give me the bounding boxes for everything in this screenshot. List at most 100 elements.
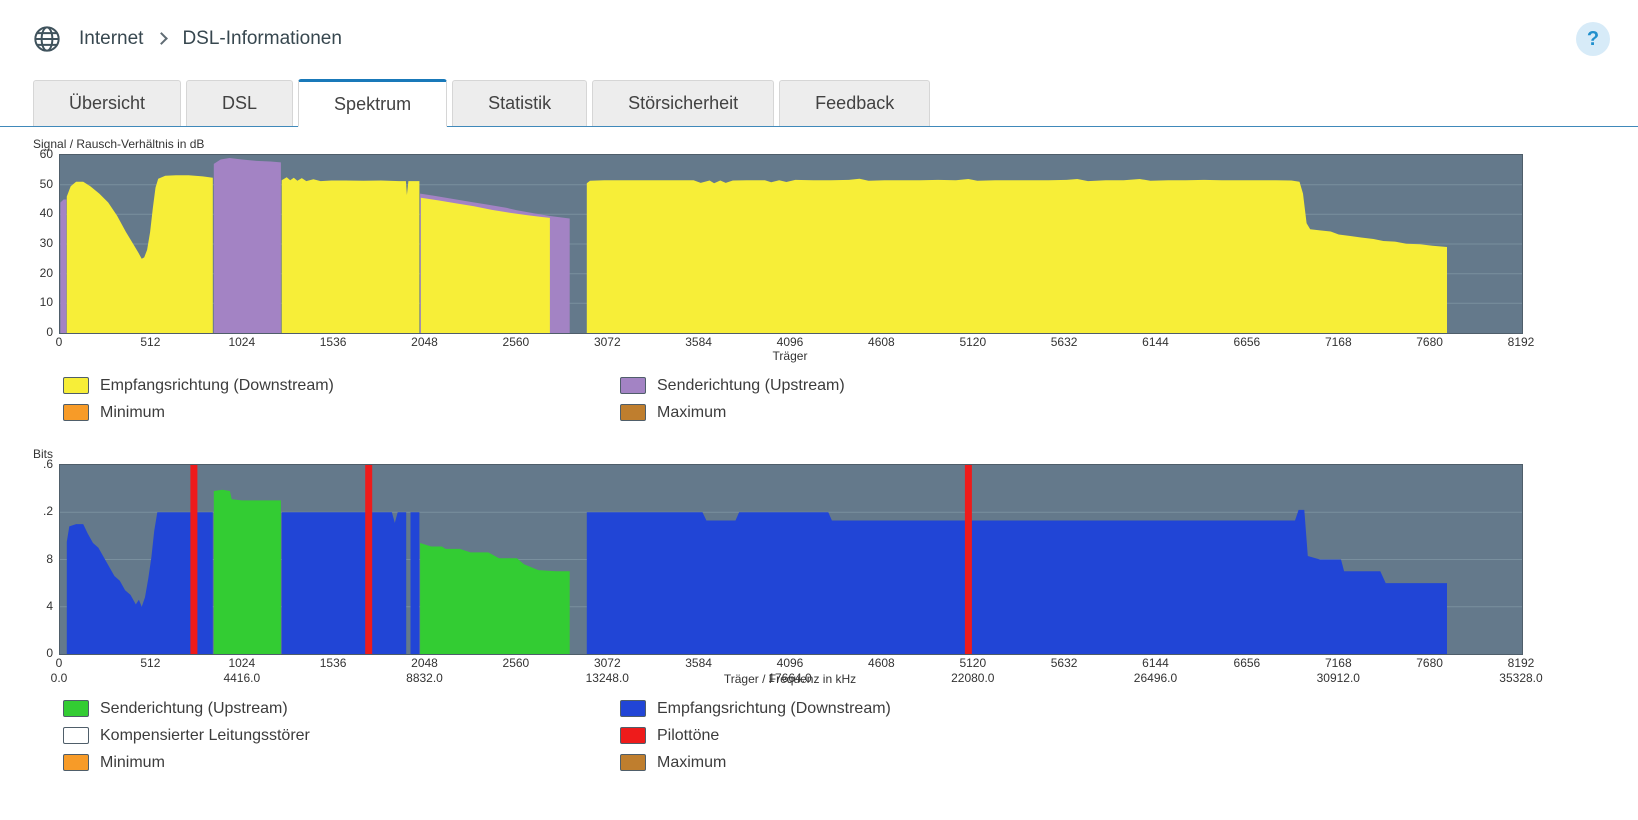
legend-item-maximum: Maximum: [620, 749, 1177, 776]
y-tick-label: 10: [39, 295, 53, 310]
tab-stoersicherheit[interactable]: Störsicherheit: [592, 80, 775, 126]
snr-plot-area: [59, 154, 1523, 334]
bits-legend: Senderichtung (Upstream) Kompensierter Le…: [63, 695, 1638, 776]
y-tick-label: 0: [46, 646, 53, 660]
x-tick-label: 6144: [1142, 656, 1169, 670]
breadcrumb-section[interactable]: Internet: [79, 28, 144, 49]
x-tick-label: 0: [55, 656, 63, 670]
legend-swatch-upstream: [63, 700, 89, 717]
legend-label: Empfangsrichtung (Downstream): [100, 376, 334, 394]
x-tick-label: 7680: [1416, 656, 1443, 670]
x-frequency-label: 13248.0: [585, 671, 629, 685]
legend-item-pilot: Pilottöne: [620, 722, 1177, 749]
x-frequency-label: 17664.0: [768, 671, 812, 685]
legend-swatch-kompensiert: [63, 727, 89, 744]
x-tick-label: 6144: [1142, 335, 1169, 349]
x-tick-label: 5632: [1050, 656, 1078, 670]
legend-label: Senderichtung (Upstream): [100, 699, 288, 717]
x-tick-label: 2048: [411, 656, 438, 670]
bits-y-axis: 0 4 8 .2 .6: [0, 457, 59, 660]
tab-feedback[interactable]: Feedback: [779, 80, 931, 126]
legend-column-right: Senderichtung (Upstream) Maximum: [620, 372, 1177, 426]
legend-swatch-minimum: [63, 754, 89, 771]
x-tick-label: 7168: [1324, 335, 1352, 349]
legend-swatch-maximum: [620, 754, 646, 771]
legend-label: Minimum: [100, 753, 165, 771]
x-frequency-label: 22080.0: [951, 671, 995, 685]
y-tick-label: 0: [46, 325, 53, 339]
x-tick-label: 3584: [685, 335, 712, 349]
x-tick-label: 6656: [1233, 656, 1261, 670]
legend-item-maximum: Maximum: [620, 399, 1177, 426]
bits-chart: Bits 0 4 8 .2 .6 0 512 1024 1536 2048 2560 3072 358…: [0, 447, 1638, 776]
x-tick-label: 512: [140, 656, 161, 670]
legend-item-upstream: Senderichtung (Upstream): [620, 372, 1177, 399]
x-tick-label: 5120: [959, 335, 987, 349]
bits-x-axis-frequency: 0.0 4416.0 8832.0 13248.0 17664.0 22080.0 2649…: [51, 670, 1543, 685]
y-tick-label: 8: [46, 551, 53, 566]
x-tick-label: 8192: [1507, 656, 1535, 670]
x-tick-label: 1536: [319, 656, 347, 670]
bits-chart-title: Bits: [33, 447, 54, 461]
legend-label: Pilottöne: [657, 726, 720, 744]
x-tick-label: 2560: [502, 656, 530, 670]
x-frequency-label: 26496.0: [1133, 671, 1178, 685]
tab-spektrum[interactable]: Spektrum: [298, 79, 448, 127]
legend-label: Senderichtung (Upstream): [657, 376, 845, 394]
x-frequency-label: 4416.0: [223, 671, 261, 685]
legend-column-left: Empfangsrichtung (Downstream) Minimum: [63, 372, 620, 426]
legend-swatch-downstream: [63, 377, 89, 394]
x-tick-label: 1536: [319, 335, 347, 349]
x-tick-label: 4096: [776, 335, 804, 349]
x-tick-label: 3584: [685, 656, 712, 670]
help-button[interactable]: ?: [1576, 22, 1610, 56]
x-tick-label: 8192: [1507, 335, 1535, 349]
y-tick-label: 60: [39, 147, 53, 161]
x-frequency-label: 8832.0: [406, 671, 443, 685]
x-frequency-label: 35328.0: [1499, 671, 1543, 685]
tab-statistik[interactable]: Statistik: [452, 80, 588, 126]
legend-column-right: Empfangsrichtung (Downstream) Pilottöne Ma…: [620, 695, 1177, 776]
bits-x-axis-carrier: 0 512 1024 1536 2048 2560 3072 3584 4096 4608 5120…: [55, 655, 1535, 670]
x-tick-label: 3072: [593, 335, 621, 349]
x-tick-label: 7168: [1324, 656, 1352, 670]
x-tick-label: 0: [55, 335, 63, 349]
legend-item-kompensiert: Kompensierter Leitungsstörer: [63, 722, 620, 749]
legend-label: Kompensierter Leitungsstörer: [100, 726, 310, 744]
snr-chart: Signal / Rausch-Verhältnis in dB 0 10 20 30…: [0, 137, 1638, 426]
x-tick-label: 5120: [959, 656, 987, 670]
legend-item-upstream: Senderichtung (Upstream): [63, 695, 620, 722]
y-tick-label: .2: [42, 504, 53, 519]
snr-y-axis: 0 10 20 30 40 50 60: [0, 147, 59, 339]
bits-x-axis-title: Träger / Frequenz in kHz: [723, 672, 857, 686]
y-tick-label: 50: [39, 176, 53, 191]
x-tick-label: 7680: [1416, 335, 1443, 349]
legend-item-downstream: Empfangsrichtung (Downstream): [620, 695, 1177, 722]
y-tick-label: 20: [39, 265, 53, 280]
tab-dsl[interactable]: DSL: [186, 80, 294, 126]
tab-uebersicht[interactable]: Übersicht: [33, 80, 182, 126]
legend-label: Maximum: [657, 753, 727, 771]
x-tick-label: 5632: [1050, 335, 1078, 349]
x-tick-label: 6656: [1233, 335, 1261, 349]
y-tick-label: 40: [39, 206, 53, 221]
x-frequency-label: 30912.0: [1316, 671, 1360, 685]
x-tick-label: 4608: [868, 335, 895, 349]
legend-swatch-upstream: [620, 377, 646, 394]
x-tick-label: 1024: [228, 335, 256, 349]
x-tick-label: 2048: [411, 335, 438, 349]
breadcrumb: Internet DSL-Informationen ?: [0, 0, 1638, 78]
snr-legend: Empfangsrichtung (Downstream) Minimum Sen…: [63, 372, 1638, 426]
snr-chart-title: Signal / Rausch-Verhältnis in dB: [33, 137, 205, 151]
breadcrumb-separator-icon: [155, 32, 169, 45]
breadcrumb-page: DSL-Informationen: [182, 28, 342, 49]
legend-swatch-maximum: [620, 404, 646, 421]
y-tick-label: 30: [39, 236, 53, 250]
legend-item-minimum: Minimum: [63, 749, 620, 776]
y-tick-label: 4: [46, 598, 53, 613]
x-tick-label: 512: [140, 335, 161, 349]
legend-label: Maximum: [657, 403, 727, 421]
tab-bar: Übersicht DSL Spektrum Statistik Störsicherh…: [0, 78, 1638, 127]
legend-swatch-downstream: [620, 700, 646, 717]
y-tick-label: .6: [42, 457, 53, 471]
